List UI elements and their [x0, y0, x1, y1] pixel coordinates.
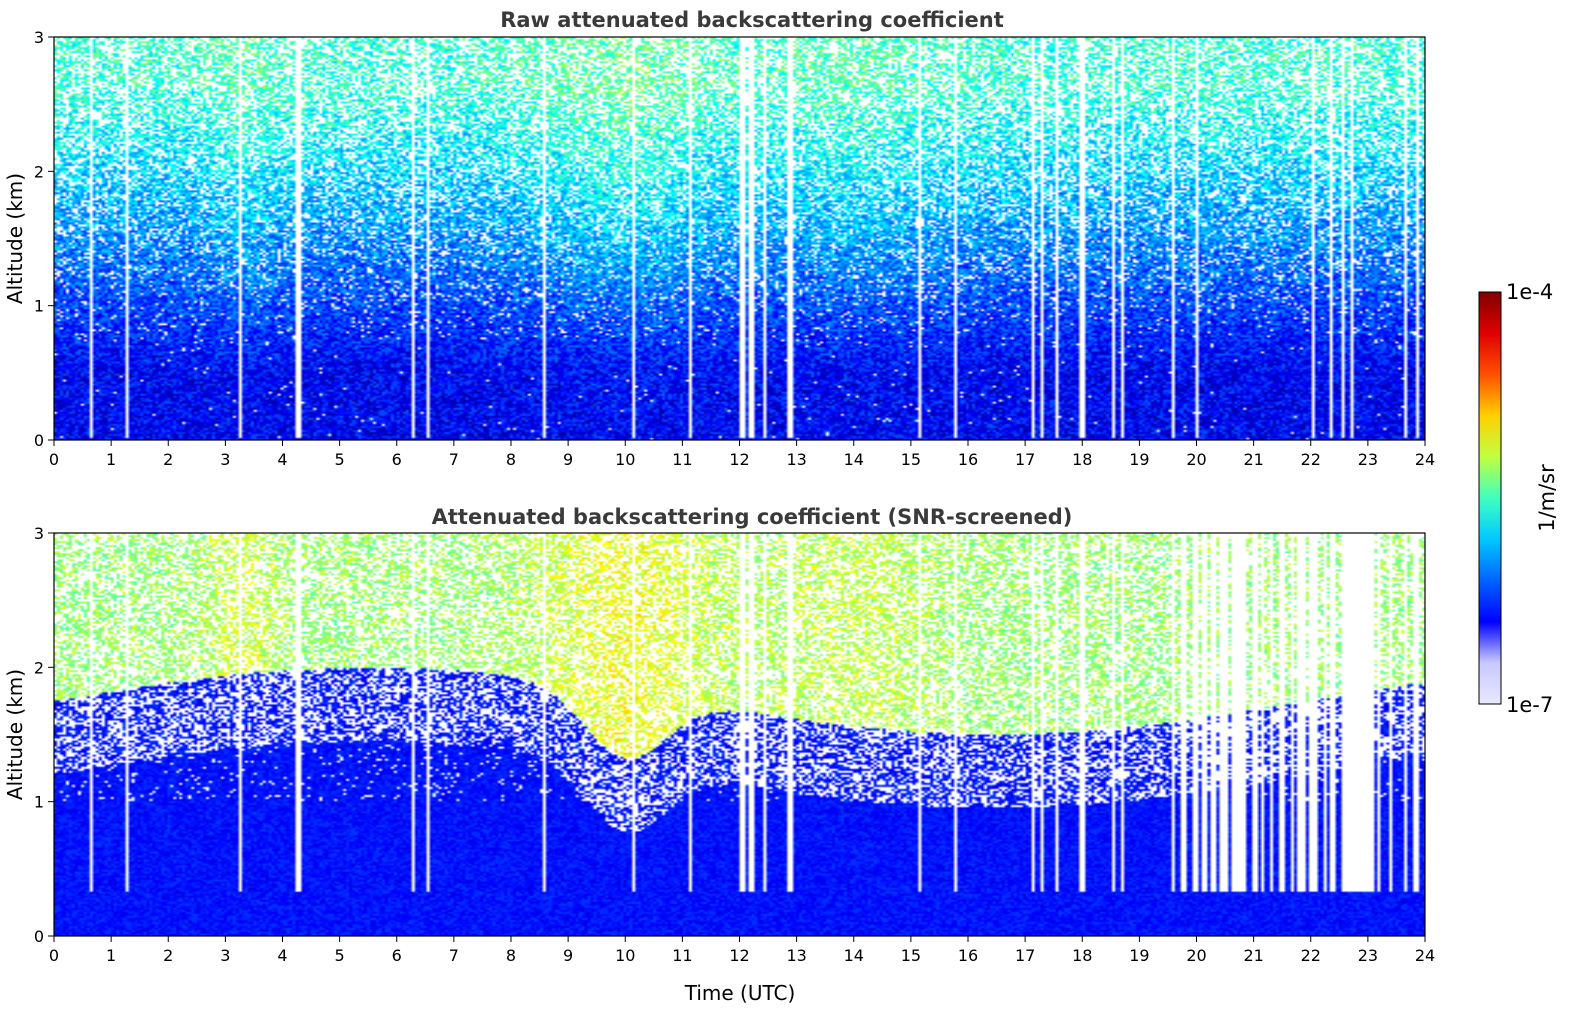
x-tick-label: 14	[844, 450, 864, 469]
colorbar-frame	[1478, 291, 1502, 705]
x-tick-label: 10	[615, 450, 635, 469]
raw-y-axis-label: Altitude (km)	[3, 173, 27, 304]
x-tick-label: 6	[392, 946, 402, 965]
y-tick-label: 3	[34, 28, 44, 47]
x-tick-label: 20	[1186, 946, 1206, 965]
heatmap-image	[54, 37, 1425, 440]
y-tick-label: 2	[34, 162, 44, 181]
x-tick-label: 0	[49, 946, 59, 965]
y-tick-label: 0	[34, 431, 44, 450]
x-tick-label: 21	[1243, 450, 1263, 469]
x-tick-label: 1	[106, 946, 116, 965]
x-tick-label: 15	[901, 450, 921, 469]
time-axis-label: Time (UTC)	[684, 981, 796, 1005]
x-tick-label: 16	[958, 450, 978, 469]
x-tick-label: 1	[106, 450, 116, 469]
x-tick-label: 20	[1186, 450, 1206, 469]
raw-backscatter-panel: Raw attenuated backscattering coefficien…	[3, 8, 1435, 469]
colorbar-max-label: 1e-4	[1506, 280, 1553, 304]
colorbar-gradient	[1479, 292, 1501, 704]
x-tick-label: 18	[1072, 450, 1092, 469]
x-tick-label: 3	[220, 450, 230, 469]
snr-heatmap	[54, 533, 1425, 936]
y-tick-label: 1	[34, 793, 44, 812]
x-tick-label: 22	[1301, 946, 1321, 965]
raw-y-axis: 0 1 2 3	[34, 28, 54, 450]
x-tick-label: 2	[163, 450, 173, 469]
x-tick-label: 10	[615, 946, 635, 965]
snr-y-axis: 0 1 2 3	[34, 524, 54, 946]
x-tick-label: 9	[563, 946, 573, 965]
x-tick-label: 5	[335, 946, 345, 965]
x-tick-label: 21	[1243, 946, 1263, 965]
x-tick-label: 24	[1415, 450, 1435, 469]
x-tick-label: 23	[1358, 450, 1378, 469]
x-tick-label: 17	[1015, 946, 1035, 965]
x-tick-label: 7	[449, 450, 459, 469]
snr-x-axis: 0 1 2 3 4 5 6 7 8 9 10 11 12 13 14 15 16 17 18 19 20 21 22 23 24	[49, 936, 1435, 965]
y-tick-label: 1	[34, 297, 44, 316]
x-tick-label: 16	[958, 946, 978, 965]
x-tick-label: 12	[729, 946, 749, 965]
x-tick-label: 15	[901, 946, 921, 965]
x-tick-label: 11	[672, 946, 692, 965]
raw-panel-title: Raw attenuated backscattering coefficien…	[500, 8, 1004, 32]
x-tick-label: 6	[392, 450, 402, 469]
x-tick-label: 18	[1072, 946, 1092, 965]
colorbar-units-label: 1/m/sr	[1535, 464, 1559, 532]
x-tick-label: 24	[1415, 946, 1435, 965]
x-tick-label: 23	[1358, 946, 1378, 965]
raw-x-axis: 0 1 2 3 4 5 6 7 8 9 10 11 12 13 14 15 16 17 18 19 20 21 22 23 24	[49, 440, 1435, 469]
x-tick-label: 13	[786, 450, 806, 469]
x-tick-label: 7	[449, 946, 459, 965]
heatmap-image	[54, 533, 1425, 936]
snr-y-axis-label: Altitude (km)	[3, 669, 27, 800]
x-tick-label: 4	[277, 946, 287, 965]
y-tick-label: 2	[34, 658, 44, 677]
y-tick-label: 3	[34, 524, 44, 543]
x-tick-label: 11	[672, 450, 692, 469]
x-tick-label: 9	[563, 450, 573, 469]
x-tick-label: 13	[786, 946, 806, 965]
y-tick-label: 0	[34, 927, 44, 946]
x-tick-label: 8	[506, 946, 516, 965]
colorbar-min-label: 1e-7	[1506, 693, 1553, 717]
x-tick-label: 0	[49, 450, 59, 469]
x-tick-label: 2	[163, 946, 173, 965]
x-tick-label: 22	[1301, 450, 1321, 469]
x-tick-label: 19	[1129, 946, 1149, 965]
colorbar: 1e-4 1e-7 1/m/sr	[1478, 280, 1559, 717]
x-tick-label: 17	[1015, 450, 1035, 469]
x-tick-label: 14	[844, 946, 864, 965]
x-tick-label: 12	[729, 450, 749, 469]
snr-panel-title: Attenuated backscattering coefficient (S…	[432, 505, 1073, 529]
x-tick-label: 5	[335, 450, 345, 469]
x-tick-label: 19	[1129, 450, 1149, 469]
x-tick-label: 8	[506, 450, 516, 469]
raw-heatmap	[54, 37, 1425, 440]
x-tick-label: 3	[220, 946, 230, 965]
x-tick-label: 4	[277, 450, 287, 469]
snr-screened-panel: Attenuated backscattering coefficient (S…	[3, 505, 1435, 1005]
